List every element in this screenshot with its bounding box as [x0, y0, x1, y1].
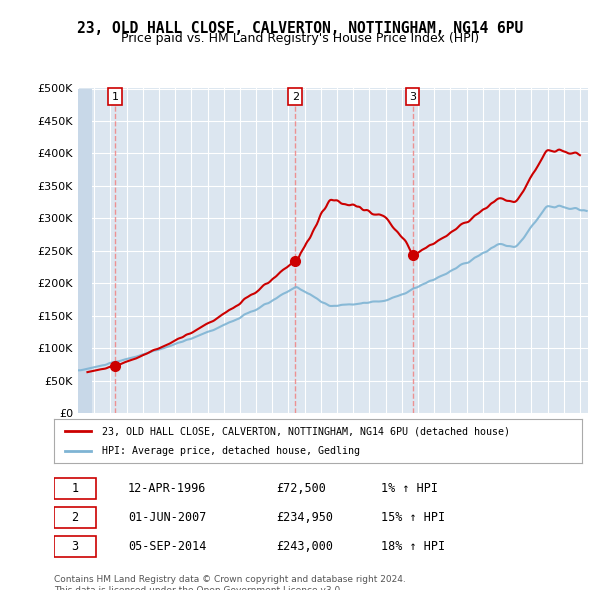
Text: 01-JUN-2007: 01-JUN-2007: [128, 511, 206, 525]
FancyBboxPatch shape: [54, 478, 96, 499]
Text: £72,500: £72,500: [276, 482, 326, 496]
Text: 05-SEP-2014: 05-SEP-2014: [128, 540, 206, 553]
Text: £234,950: £234,950: [276, 511, 333, 525]
Text: 1: 1: [112, 91, 118, 101]
Text: 12-APR-1996: 12-APR-1996: [128, 482, 206, 496]
Text: 1: 1: [71, 482, 79, 496]
Text: 3: 3: [409, 91, 416, 101]
Text: 1% ↑ HPI: 1% ↑ HPI: [382, 482, 439, 496]
Text: 18% ↑ HPI: 18% ↑ HPI: [382, 540, 445, 553]
Text: HPI: Average price, detached house, Gedling: HPI: Average price, detached house, Gedl…: [101, 446, 359, 455]
Text: 2: 2: [71, 511, 79, 525]
Text: 2: 2: [292, 91, 299, 101]
Text: Contains HM Land Registry data © Crown copyright and database right 2024.
This d: Contains HM Land Registry data © Crown c…: [54, 575, 406, 590]
Text: Price paid vs. HM Land Registry's House Price Index (HPI): Price paid vs. HM Land Registry's House …: [121, 32, 479, 45]
Text: 3: 3: [71, 540, 79, 553]
Text: £243,000: £243,000: [276, 540, 333, 553]
FancyBboxPatch shape: [54, 536, 96, 557]
FancyBboxPatch shape: [54, 507, 96, 528]
Text: 23, OLD HALL CLOSE, CALVERTON, NOTTINGHAM, NG14 6PU: 23, OLD HALL CLOSE, CALVERTON, NOTTINGHA…: [77, 21, 523, 35]
Text: 23, OLD HALL CLOSE, CALVERTON, NOTTINGHAM, NG14 6PU (detached house): 23, OLD HALL CLOSE, CALVERTON, NOTTINGHA…: [101, 427, 509, 436]
Text: 15% ↑ HPI: 15% ↑ HPI: [382, 511, 445, 525]
